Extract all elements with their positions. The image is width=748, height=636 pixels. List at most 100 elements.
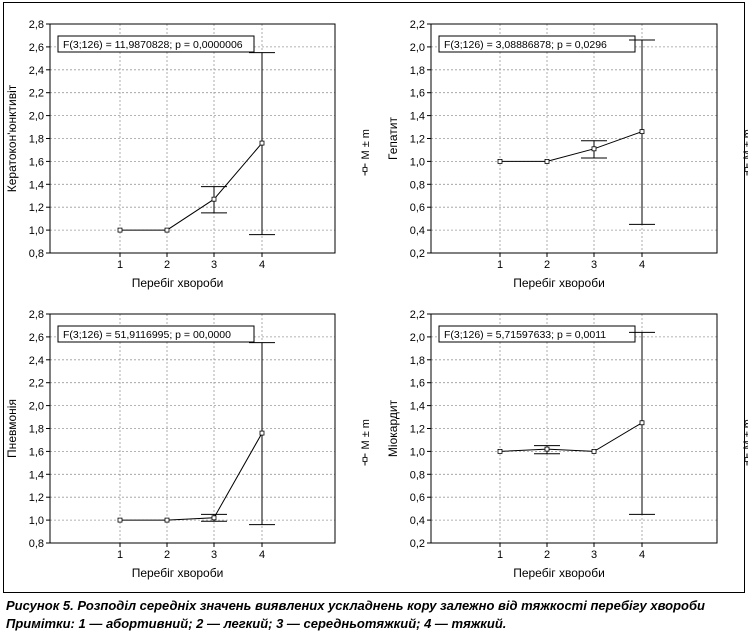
legend-label: M ± m	[360, 129, 372, 159]
y-tick-label: 1,2	[29, 202, 44, 214]
y-tick-label: 1,4	[410, 111, 425, 123]
stat-box	[57, 35, 255, 53]
x-tick-label: 4	[639, 259, 645, 271]
x-tick-label: 1	[117, 549, 123, 561]
mean-point	[164, 227, 170, 233]
x-axis-label: Перебіг хвороби	[132, 566, 224, 580]
mean-point	[497, 448, 503, 454]
y-tick-label: 1,0	[29, 225, 44, 237]
y-tick-label: 1,2	[410, 424, 425, 436]
y-axis-label: Міокардит	[386, 399, 400, 457]
y-tick-label: 1,8	[410, 355, 425, 367]
stat-box	[57, 325, 255, 343]
y-tick-label: 0,2	[410, 248, 425, 260]
stat-box	[438, 35, 636, 53]
mean-point	[117, 517, 123, 523]
y-tick-label: 1,8	[29, 424, 44, 436]
y-tick-label: 0,4	[410, 515, 425, 527]
y-tick-label: 1,0	[410, 156, 425, 168]
mean-point	[544, 446, 550, 452]
stat-label: F(3;126) = 3,08886878; p = 0,0296	[444, 39, 607, 51]
mean-point	[211, 515, 217, 521]
plot-frame	[49, 23, 336, 254]
mean-point	[259, 430, 265, 436]
x-tick-label: 1	[117, 259, 123, 271]
y-tick-label: 1,0	[29, 515, 44, 527]
y-tick-label: 1,8	[410, 65, 425, 77]
y-tick-label: 0,2	[410, 538, 425, 550]
figure-caption: Рисунок 5. Розподіл середніх значень вия…	[6, 598, 705, 613]
legend: M ± m	[360, 129, 372, 176]
y-tick-label: 1,6	[29, 156, 44, 168]
y-tick-label: 1,0	[410, 446, 425, 458]
y-tick-label: 0,6	[410, 202, 425, 214]
y-tick-label: 0,8	[29, 248, 44, 260]
y-tick-label: 1,6	[410, 88, 425, 100]
chart-panel-4: 0,2 0,4 0,6 0,8 1,0 1,2 1,4 1,6 1,8 2,0 2,2 1 2 3 4 Пер…	[386, 309, 748, 580]
plot-frame	[430, 313, 718, 544]
y-tick-label: 1,4	[29, 469, 44, 481]
chart-panel-3: 0,8 1,0 1,2 1,4 1,6 1,8 2,0 2,2 2,4 2,6 2,8 1 2 3 4 Пер…	[5, 309, 372, 580]
legend: M ± m	[360, 419, 372, 466]
chart-panel-1: 0,8 1,0 1,2 1,4 1,6 1,8 2,0 2,2 2,4 2,6 2,8 1 2 3 4 Пер…	[5, 19, 372, 290]
x-tick-label: 3	[591, 549, 597, 561]
mean-point	[211, 196, 217, 202]
stat-label: F(3;126) = 5,71597633; p = 0,0011	[444, 329, 606, 341]
chart-panel-2: 0,2 0,4 0,6 0,8 1,0 1,2 1,4 1,6 1,8 2,0 2,2 1 2 3 4 Пер…	[386, 19, 748, 290]
x-axis-label: Перебіг хвороби	[513, 276, 605, 290]
mean-point	[164, 517, 170, 523]
y-tick-label: 0,4	[410, 225, 425, 237]
stat-label: F(3;126) = 11,9870828; p = 0,0000006	[63, 39, 243, 51]
x-tick-label: 3	[591, 259, 597, 271]
y-tick-label: 2,2	[29, 88, 44, 100]
legend-label: M ± m	[742, 419, 748, 449]
series-mean-line	[120, 432, 263, 521]
y-tick-label: 2,2	[29, 378, 44, 390]
legend-marker	[744, 167, 748, 172]
y-tick-label: 1,4	[410, 401, 425, 413]
series-mean-line	[120, 142, 263, 231]
x-tick-label: 4	[259, 259, 265, 271]
legend-label: M ± m	[360, 419, 372, 449]
y-tick-label: 0,8	[29, 538, 44, 550]
y-tick-label: 2,0	[29, 401, 44, 413]
series-mean-line	[500, 131, 643, 162]
y-tick-label: 1,8	[29, 134, 44, 146]
x-tick-label: 1	[497, 259, 503, 271]
y-tick-label: 2,4	[29, 65, 44, 77]
series-mean-line	[499, 422, 643, 452]
y-tick-label: 2,8	[29, 19, 44, 31]
y-tick-label: 1,4	[29, 179, 44, 191]
legend: M ± m	[742, 419, 748, 466]
mean-point	[591, 448, 597, 454]
mean-point	[544, 158, 550, 164]
x-tick-label: 4	[259, 549, 265, 561]
y-axis-label: Пневмонія	[5, 399, 19, 458]
legend: M ± m	[742, 129, 748, 176]
x-tick-label: 2	[164, 549, 170, 561]
mean-point	[639, 129, 645, 135]
mean-point	[117, 227, 123, 233]
legend-marker	[362, 457, 368, 462]
y-tick-label: 1,6	[410, 378, 425, 390]
legend-marker	[744, 457, 748, 462]
stat-box	[438, 325, 636, 343]
y-tick-label: 0,8	[410, 179, 425, 191]
y-tick-label: 2,0	[410, 42, 425, 54]
stat-label: F(3;126) = 51,9116995; p = 00,0000	[63, 329, 231, 341]
x-tick-label: 4	[639, 549, 645, 561]
y-axis-label: Кератокон'юнктивіт	[5, 84, 19, 192]
y-tick-label: 1,6	[29, 446, 44, 458]
x-tick-label: 3	[211, 259, 217, 271]
x-tick-label: 2	[544, 549, 550, 561]
y-tick-label: 0,6	[410, 492, 425, 504]
y-tick-label: 2,8	[29, 309, 44, 321]
x-tick-label: 2	[544, 259, 550, 271]
x-axis-label: Перебіг хвороби	[132, 276, 224, 290]
mean-point	[259, 140, 265, 146]
y-tick-label: 2,0	[29, 111, 44, 123]
y-axis-label: Гепатит	[386, 117, 400, 160]
mean-point	[497, 158, 503, 164]
y-tick-label: 1,2	[410, 134, 425, 146]
